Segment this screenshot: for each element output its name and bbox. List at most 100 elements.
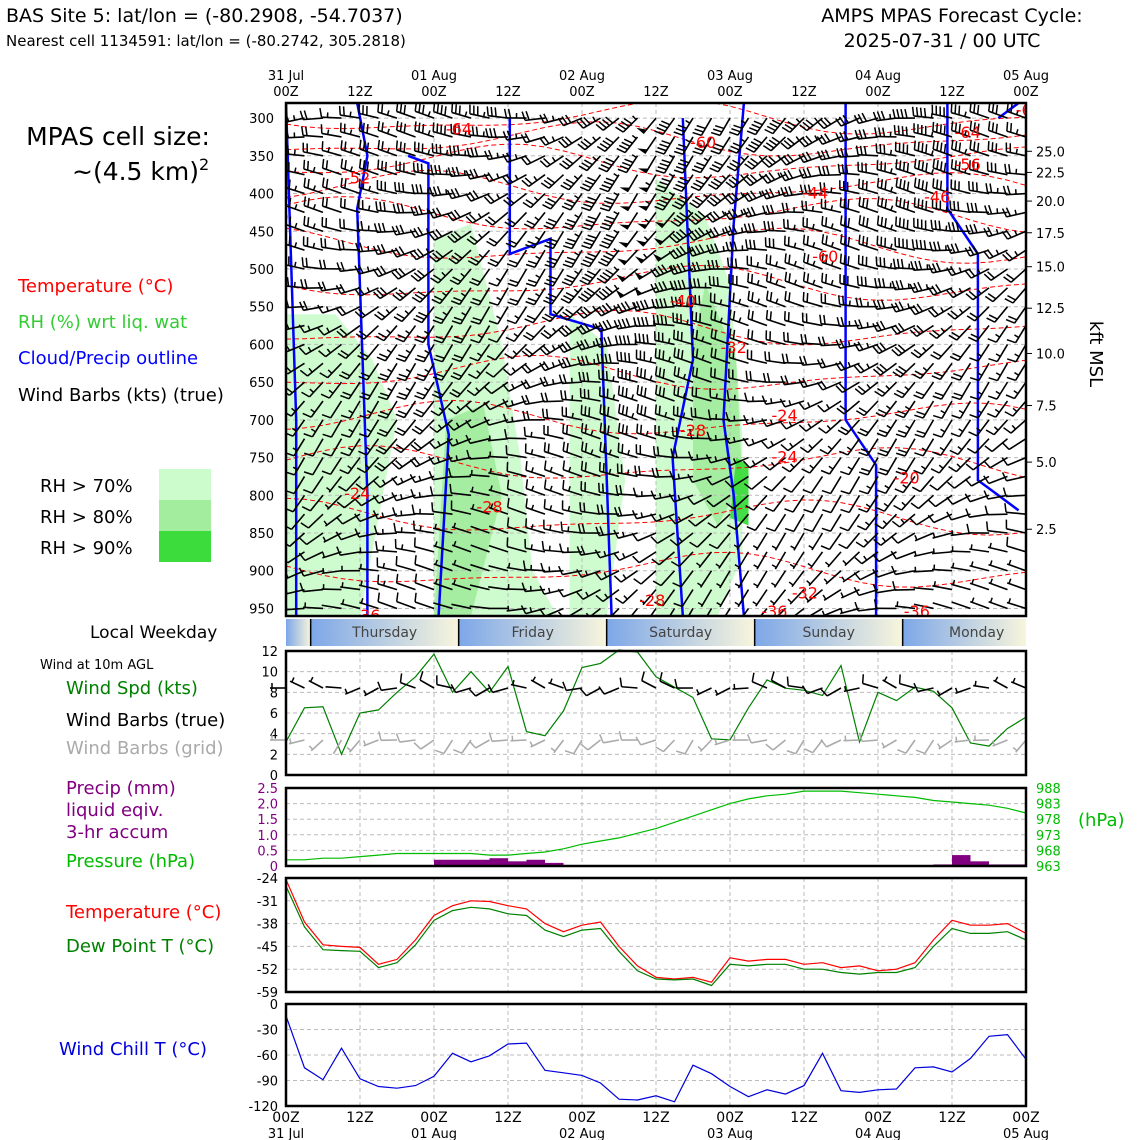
barb-staff — [581, 569, 601, 579]
barb-half-flag — [664, 431, 667, 437]
upper-wind-barb — [726, 257, 749, 270]
upper-wind-barb — [525, 230, 546, 249]
barb-flag — [636, 403, 640, 414]
upper-wind-barb — [634, 268, 657, 281]
barb-flag — [358, 121, 362, 131]
barb-flag — [670, 561, 680, 568]
upper-wind-barb — [559, 155, 583, 170]
rh-swatch-70 — [159, 469, 211, 500]
barb-half-flag — [531, 485, 535, 491]
barb-flag — [820, 119, 828, 127]
barb-flag — [355, 333, 365, 340]
barb-staff — [916, 513, 934, 526]
barb-staff — [432, 475, 453, 481]
upper-wind-barb — [470, 525, 490, 534]
barb-flag — [600, 504, 604, 514]
barb-flag — [976, 123, 980, 133]
barb-flag — [377, 120, 381, 131]
barb-flag — [932, 121, 935, 132]
barb-staff — [525, 451, 546, 459]
barb-flag — [339, 328, 348, 336]
upper-wind-barb — [858, 494, 879, 513]
barb-staff — [883, 494, 898, 512]
upper-wind-barb — [433, 344, 454, 363]
barb-half-flag — [344, 688, 348, 694]
barb-flag — [614, 597, 624, 604]
upper-wind-barb — [687, 494, 712, 506]
upper-wind-barb — [763, 220, 786, 233]
barb-half-flag — [889, 243, 893, 249]
upper-wind-barb — [823, 570, 842, 585]
upper-wind-barb — [930, 219, 953, 233]
barb-flag — [468, 213, 477, 222]
barb-staff — [784, 299, 805, 308]
upper-wind-barb — [893, 494, 916, 511]
barb-flag — [584, 355, 590, 365]
upper-wind-barb — [562, 249, 583, 268]
barb-staff — [810, 475, 824, 494]
upper-wind-barb — [950, 121, 971, 138]
barb-half-flag — [645, 430, 649, 437]
barb-flag — [674, 448, 678, 458]
barb-staff — [469, 113, 490, 119]
barb-half-flag — [814, 135, 818, 141]
barb-staff — [899, 513, 916, 528]
barb-staff — [451, 563, 472, 572]
upper-wind-barb — [932, 158, 953, 176]
upper-wind-barb — [839, 274, 860, 289]
barb-half-flag — [922, 367, 928, 372]
barb-flag — [362, 141, 366, 151]
barb-half-flag — [592, 323, 596, 329]
barb-flag — [452, 371, 462, 377]
upper-wind-barb — [783, 331, 805, 346]
temperature-contour — [286, 227, 1026, 264]
barb-half-flag — [574, 233, 580, 238]
barb-flag — [380, 265, 387, 274]
barb-half-flag — [738, 298, 742, 304]
barb-flag — [679, 177, 689, 183]
barb-flag — [746, 130, 756, 136]
barb-flag — [580, 293, 590, 300]
barb-flag — [642, 333, 645, 344]
barb-flag — [635, 301, 642, 311]
barb-half-flag — [529, 607, 533, 613]
barb-flag — [858, 451, 868, 457]
barb-half-flag — [905, 425, 911, 430]
upper-wind-barb — [745, 239, 768, 251]
barb-flag — [617, 422, 621, 433]
barb-staff — [774, 513, 787, 532]
upper-wind-barb — [320, 124, 342, 138]
upper-wind-barb — [414, 592, 435, 610]
upper-wind-barb — [377, 592, 398, 610]
barb-flag — [840, 426, 850, 433]
barb-flag — [384, 161, 388, 172]
barb-half-flag — [828, 465, 834, 470]
barb-half-flag — [530, 524, 534, 530]
barb-flag — [281, 321, 285, 329]
upper-wind-barb — [857, 254, 879, 270]
upper-wind-barb — [728, 328, 749, 346]
barb-flag — [711, 259, 715, 270]
barb-flag — [617, 403, 621, 414]
barb-staff — [287, 551, 305, 564]
barb-flag — [780, 375, 785, 385]
upper-wind-barb — [336, 494, 361, 509]
barb-staff — [636, 393, 657, 402]
upper-wind-barb — [913, 158, 935, 176]
barb-flag — [746, 526, 756, 532]
upper-wind-barb — [764, 494, 787, 512]
barb-flag — [974, 202, 978, 213]
barb-staff — [716, 532, 731, 549]
upper-wind-barb — [635, 349, 657, 365]
upper-wind-barb — [950, 362, 972, 381]
barb-staff — [895, 167, 916, 176]
upper-wind-barb — [987, 141, 1008, 157]
barb-flag — [527, 260, 538, 265]
barb-flag — [307, 217, 310, 227]
barb-half-flag — [787, 598, 793, 604]
barb-pennant — [619, 224, 630, 230]
barb-flag — [779, 421, 787, 430]
barb-staff — [570, 211, 583, 230]
upper-wind-barb — [931, 438, 953, 456]
barb-staff — [645, 155, 657, 174]
